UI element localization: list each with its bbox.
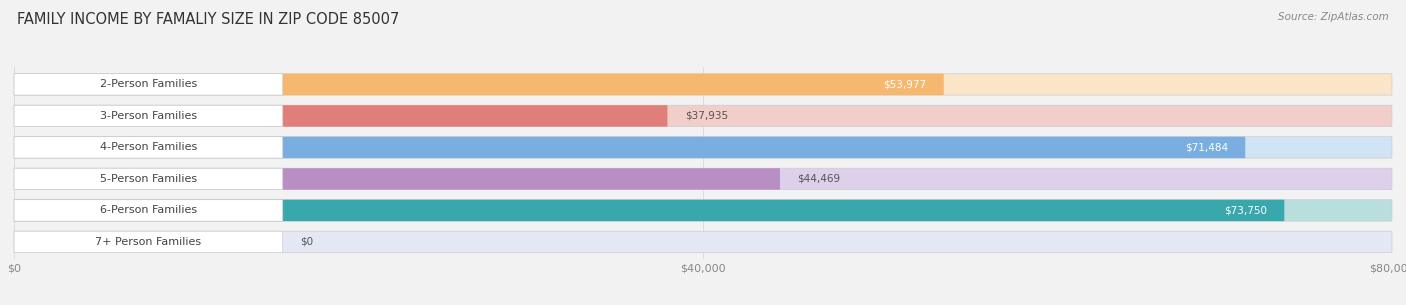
- FancyBboxPatch shape: [14, 168, 780, 190]
- FancyBboxPatch shape: [14, 231, 283, 253]
- FancyBboxPatch shape: [14, 200, 1284, 221]
- Text: 4-Person Families: 4-Person Families: [100, 142, 197, 152]
- Text: $37,935: $37,935: [685, 111, 728, 121]
- FancyBboxPatch shape: [14, 168, 1392, 190]
- Text: 3-Person Families: 3-Person Families: [100, 111, 197, 121]
- FancyBboxPatch shape: [14, 200, 283, 221]
- Text: $73,750: $73,750: [1225, 206, 1267, 215]
- Text: $44,469: $44,469: [797, 174, 841, 184]
- FancyBboxPatch shape: [14, 74, 943, 95]
- FancyBboxPatch shape: [14, 137, 283, 158]
- FancyBboxPatch shape: [14, 200, 1392, 221]
- Text: $53,977: $53,977: [883, 79, 927, 89]
- Text: 6-Person Families: 6-Person Families: [100, 206, 197, 215]
- Text: $0: $0: [299, 237, 314, 247]
- FancyBboxPatch shape: [14, 74, 1392, 95]
- FancyBboxPatch shape: [14, 137, 1392, 158]
- Text: 2-Person Families: 2-Person Families: [100, 79, 197, 89]
- Text: 5-Person Families: 5-Person Families: [100, 174, 197, 184]
- FancyBboxPatch shape: [14, 231, 1392, 253]
- FancyBboxPatch shape: [14, 105, 668, 127]
- FancyBboxPatch shape: [14, 137, 1246, 158]
- FancyBboxPatch shape: [14, 74, 283, 95]
- FancyBboxPatch shape: [14, 105, 1392, 127]
- FancyBboxPatch shape: [14, 105, 283, 127]
- Text: 7+ Person Families: 7+ Person Families: [96, 237, 201, 247]
- Text: $71,484: $71,484: [1185, 142, 1227, 152]
- Text: FAMILY INCOME BY FAMALIY SIZE IN ZIP CODE 85007: FAMILY INCOME BY FAMALIY SIZE IN ZIP COD…: [17, 12, 399, 27]
- FancyBboxPatch shape: [14, 168, 283, 190]
- Text: Source: ZipAtlas.com: Source: ZipAtlas.com: [1278, 12, 1389, 22]
